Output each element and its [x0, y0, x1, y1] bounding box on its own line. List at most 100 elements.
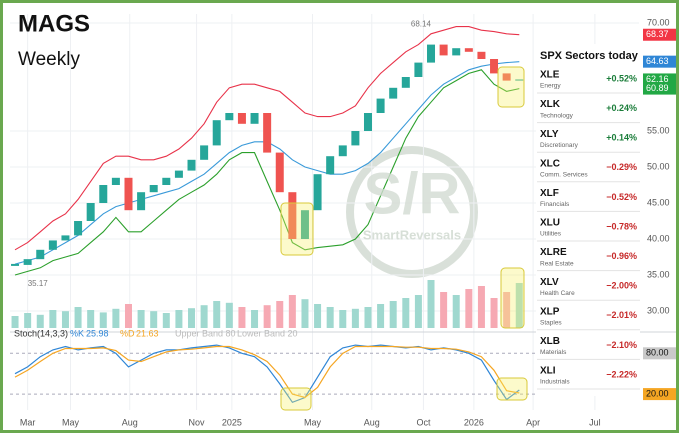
volume-bar	[263, 305, 271, 328]
volume-bar	[175, 310, 183, 328]
highlight-box	[280, 387, 312, 411]
volume-bar	[225, 302, 233, 328]
volume-bar	[238, 307, 246, 328]
sector-name: Real Estate	[540, 260, 574, 267]
sector-ticker: XLE	[540, 70, 560, 81]
candle	[275, 152, 284, 193]
candle	[300, 210, 309, 239]
candle	[162, 177, 171, 185]
x-tick-label: 2025	[222, 417, 242, 427]
candle	[250, 113, 259, 124]
x-tick-label: Mar	[20, 417, 36, 427]
x-tick-label: Apr	[526, 417, 540, 427]
legend-value: 21.63	[136, 328, 159, 338]
y-tick-label: 40.00	[647, 233, 670, 243]
sector-change: −2.00%	[606, 281, 637, 291]
line	[14, 345, 520, 399]
y-tick-label: 80.00	[646, 348, 669, 358]
volume-bar	[364, 307, 372, 328]
sector-ticker: XLV	[540, 277, 559, 288]
y-tick-label: 50.00	[647, 161, 670, 171]
sector-name: Technology	[540, 112, 574, 119]
volume-bar	[150, 311, 158, 328]
volume-bar	[515, 283, 523, 328]
title: MAGS	[18, 10, 90, 37]
candle	[61, 235, 70, 241]
sector-change: −2.10%	[606, 340, 637, 350]
sector-name: Comm. Services	[540, 172, 588, 179]
sector-change: −0.78%	[606, 221, 637, 231]
price-label: 60.89	[646, 83, 669, 93]
volume-bar	[339, 310, 347, 328]
candle	[389, 87, 398, 99]
subtitle: Weekly	[18, 49, 80, 70]
sector-ticker: XLB	[540, 336, 560, 347]
candle	[137, 192, 146, 211]
sector-name: Discretionary	[540, 142, 579, 149]
volume-bar	[301, 299, 309, 328]
y-tick-label: 70.00	[647, 17, 670, 27]
volume-bar	[99, 312, 107, 328]
line	[14, 26, 520, 251]
price-label: 62.16	[646, 74, 669, 84]
volume-bar	[213, 301, 221, 328]
sector-name: Staples	[540, 320, 562, 327]
sector-name: Industrials	[540, 379, 570, 386]
candle	[187, 159, 196, 171]
candle	[363, 113, 372, 131]
candle	[200, 145, 209, 160]
volume-bar	[414, 295, 422, 328]
sector-change: −2.01%	[606, 310, 637, 320]
y-tick-label: 20.00	[646, 388, 669, 398]
sector-change: +0.52%	[606, 73, 637, 83]
sector-change: +0.24%	[606, 103, 637, 113]
sector-ticker: XLF	[540, 188, 559, 199]
volume-bar	[87, 310, 95, 328]
volume-bar	[162, 313, 170, 328]
highlight-box	[496, 377, 528, 401]
volume-bar	[49, 310, 57, 328]
band-label: Upper Band 80	[175, 328, 236, 338]
volume-bar	[440, 292, 448, 328]
x-tick-label: Aug	[122, 417, 138, 427]
volume-bar	[61, 311, 69, 328]
y-tick-box	[643, 347, 676, 360]
annotation: 68.14	[411, 20, 432, 29]
volume-bar	[288, 295, 296, 328]
band-label: Lower Band 20	[237, 328, 298, 338]
volume-bar	[36, 314, 44, 328]
price-label-box	[643, 73, 676, 86]
volume-bar	[276, 301, 284, 328]
x-tick-label: May	[62, 417, 80, 427]
sector-change: −2.22%	[606, 369, 637, 379]
volume-bar	[452, 295, 460, 328]
y-tick-label: 30.00	[647, 305, 670, 315]
line	[14, 344, 520, 404]
sector-name: Health Care	[540, 290, 575, 297]
y-tick-label: 35.00	[647, 269, 670, 279]
volume-bar	[503, 292, 511, 328]
candle	[99, 185, 108, 203]
x-tick-label: Jul	[589, 417, 601, 427]
candle	[490, 59, 499, 74]
candle	[452, 48, 461, 56]
watermark-logo: S/R	[364, 161, 461, 226]
volume-bar	[124, 304, 132, 328]
candle	[111, 177, 120, 185]
candle	[414, 62, 423, 77]
price-label: 68.37	[646, 29, 669, 39]
volume-bar	[377, 304, 385, 328]
x-tick-label: Aug	[364, 417, 380, 427]
sector-ticker: XLRE	[540, 247, 567, 258]
x-tick-label: 2026	[464, 417, 484, 427]
candle	[351, 131, 360, 146]
sector-ticker: XLP	[540, 306, 560, 317]
candle	[149, 185, 158, 193]
candle	[326, 156, 335, 175]
legend-name: %D	[120, 328, 135, 338]
candle	[237, 113, 246, 124]
price-label-box	[643, 82, 676, 95]
candle	[338, 145, 347, 157]
candle	[225, 113, 234, 121]
